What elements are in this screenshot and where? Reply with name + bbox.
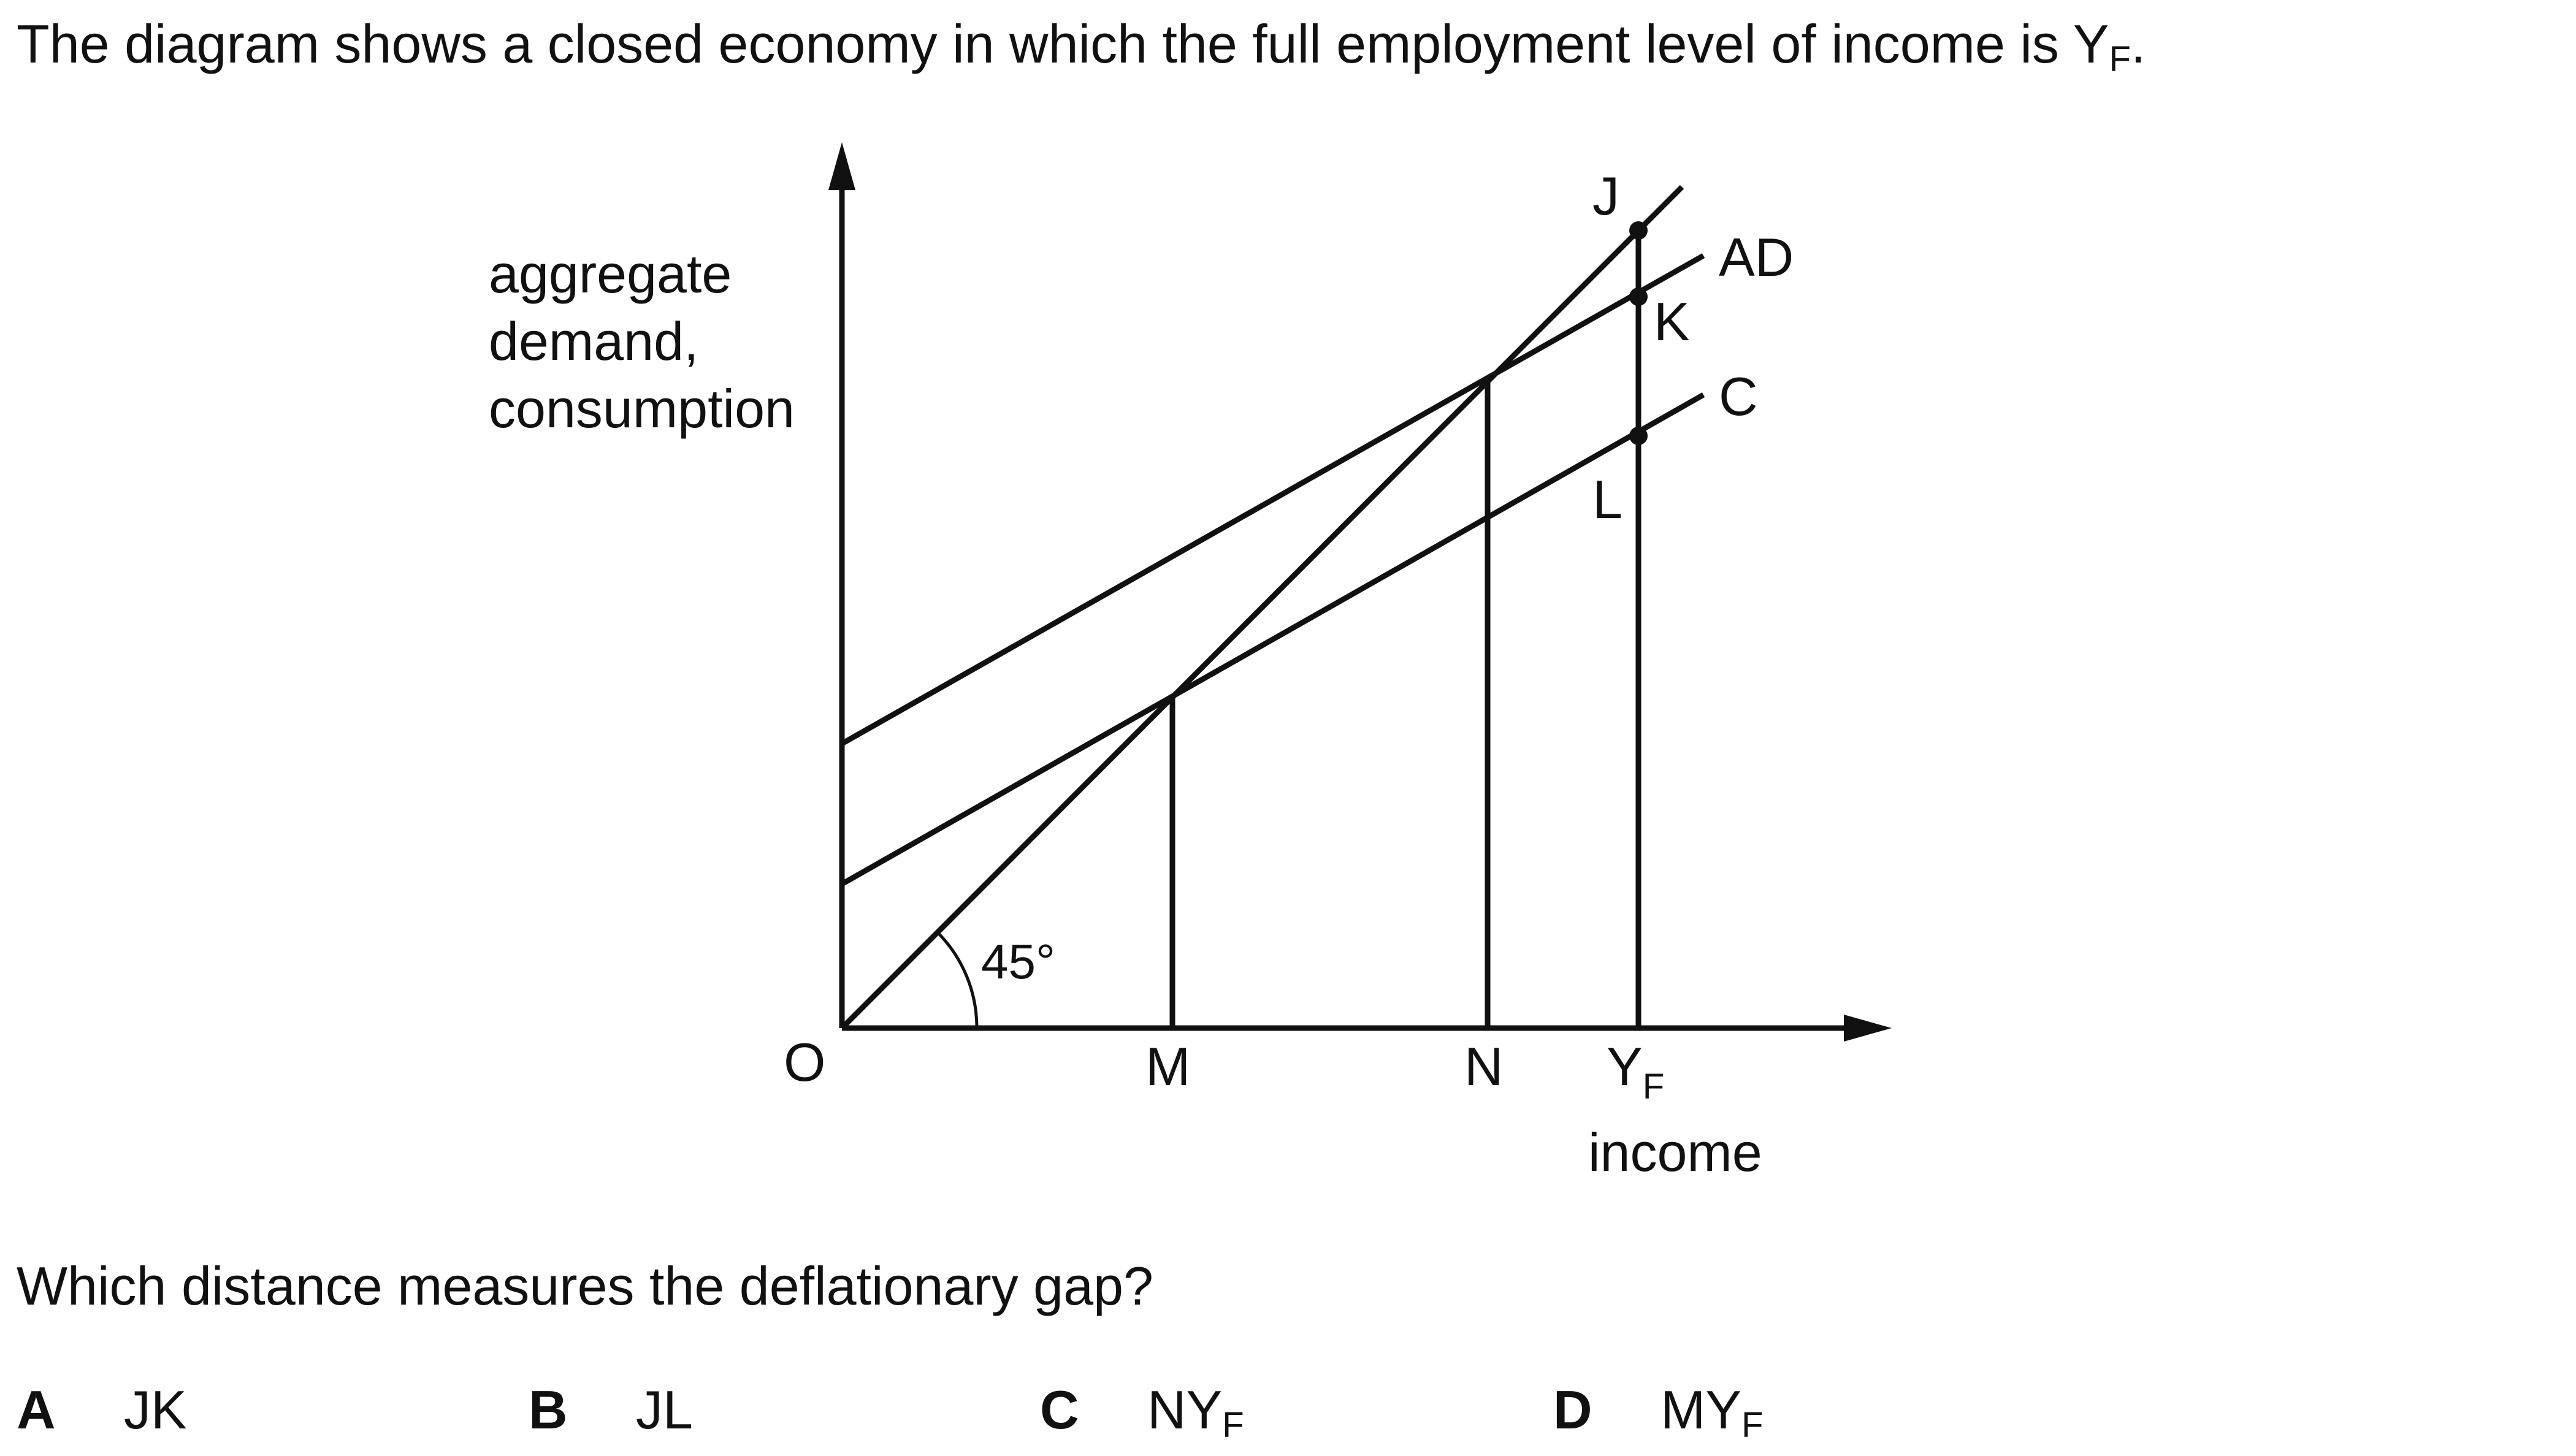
y-axis-arrowhead [828, 142, 855, 190]
x-tick-yf-main: Y [1607, 1036, 1643, 1097]
ad-label: AD [1719, 227, 1794, 288]
origin-label: O [784, 1032, 825, 1092]
option-d-letter: D [1553, 1379, 1592, 1440]
x-tick-yf: YF [1607, 1036, 1664, 1107]
option-d-answer-main: MY [1661, 1379, 1741, 1440]
angle-arc [936, 931, 979, 1029]
forty-five-degree-line [839, 185, 1684, 1031]
point-k [1629, 288, 1648, 306]
option-d-answer: MYF [1661, 1379, 1763, 1456]
option-c-answer-main: NY [1147, 1379, 1223, 1440]
x-tick-m: M [1145, 1036, 1190, 1097]
option-d[interactable]: D MYF [1553, 1379, 1763, 1445]
y-axis-label-line-1: aggregate [489, 243, 732, 304]
x-tick-yf-sub: F [1643, 1067, 1664, 1107]
ad-line [840, 253, 1705, 746]
y-axis-label-line-3: consumption [489, 378, 795, 439]
k-label: K [1654, 291, 1690, 352]
option-c-answer-sub: F [1222, 1405, 1244, 1445]
y-axis-label-line-2: demand, [489, 311, 698, 372]
x-axis-arrowhead [1844, 1015, 1892, 1042]
point-l [1629, 427, 1648, 445]
intro-end: . [2130, 13, 2146, 74]
point-j [1629, 221, 1648, 240]
j-label: J [1592, 166, 1619, 226]
x-tick-n: N [1464, 1036, 1504, 1097]
option-c[interactable]: C NYF [1040, 1379, 1244, 1445]
intro-text: The diagram shows a closed economy in wh… [17, 13, 2146, 90]
option-d-answer-sub: F [1741, 1405, 1764, 1445]
option-b-letter: B [529, 1379, 568, 1440]
question-text: Which distance measures the deflationary… [17, 1256, 1153, 1316]
option-a-answer-main: JK [124, 1379, 187, 1440]
option-b[interactable]: B JL [529, 1379, 693, 1441]
option-b-answer-main: JL [636, 1379, 693, 1440]
c-line [840, 392, 1705, 886]
option-b-answer: JL [636, 1379, 693, 1456]
c-label: C [1719, 366, 1758, 427]
intro-subscript: F [2109, 39, 2131, 79]
option-a[interactable]: A JK [17, 1379, 187, 1441]
option-c-answer: NYF [1147, 1379, 1244, 1456]
intro-main: The diagram shows a closed economy in wh… [17, 13, 2109, 74]
option-a-letter: A [17, 1379, 56, 1440]
x-axis-label: income [1588, 1122, 1762, 1183]
l-label: L [1592, 469, 1622, 530]
option-c-letter: C [1040, 1379, 1079, 1440]
option-a-answer: JK [124, 1379, 187, 1456]
angle-label: 45° [981, 934, 1055, 989]
